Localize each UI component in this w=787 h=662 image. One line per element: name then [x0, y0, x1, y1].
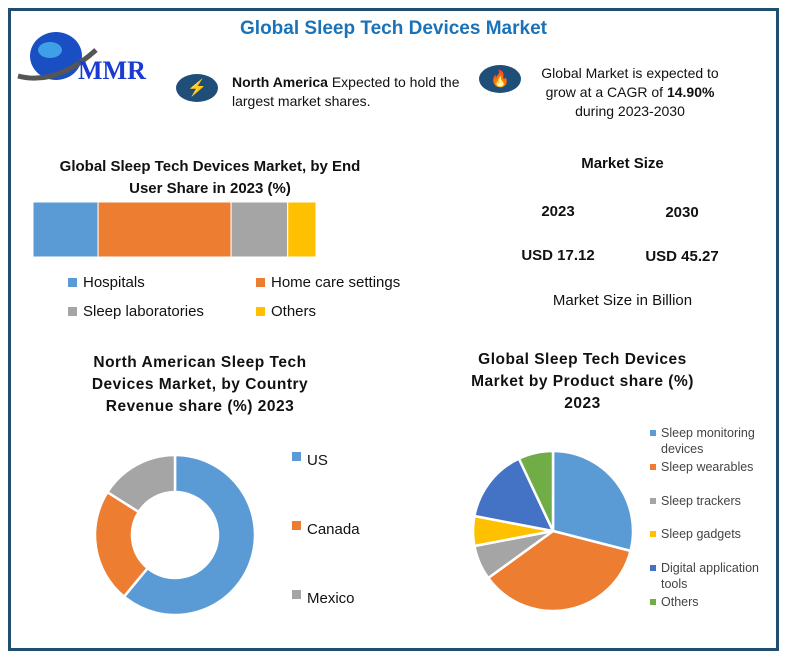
legend-label: Sleep wearables — [661, 460, 754, 474]
legend-swatch — [650, 498, 656, 504]
legend-item-us: US — [292, 452, 360, 521]
legend-label: Sleep gadgets — [661, 527, 741, 541]
bar-segment-sleep-laboratories — [230, 202, 289, 257]
legend-item-home-care-settings: Home care settings — [256, 274, 436, 291]
legend-item-hospitals: Hospitals — [68, 274, 256, 291]
slice-others — [517, 449, 555, 532]
legend-label: Sleep trackers — [661, 494, 741, 508]
legend-label: Others — [271, 303, 317, 320]
market-size-unit: Market Size in Billion — [552, 292, 693, 309]
legend-swatch — [650, 565, 656, 571]
country-legend: US Canada Mexico — [292, 452, 360, 659]
bar-segment-home-care-settings — [97, 202, 232, 257]
legend-swatch — [650, 464, 656, 470]
legend-swatch — [292, 452, 301, 461]
legend-label: Others — [661, 595, 699, 609]
legend-item-sleep-monitoring-devices: Sleep monitoring devices — [650, 425, 760, 459]
legend-item-sleep-gadgets: Sleep gadgets — [650, 526, 760, 560]
end-user-bar-chart — [33, 202, 317, 257]
legend-label: Sleep monitoring devices — [661, 426, 755, 456]
legend-label: Sleep laboratories — [83, 303, 204, 320]
market-size-title: Market Size — [581, 155, 664, 172]
slice-sleep-wearables — [486, 529, 633, 613]
slice-sleep-monitoring-devices — [551, 449, 635, 553]
frame — [8, 8, 779, 651]
legend-swatch — [256, 307, 265, 316]
legend-item-mexico: Mexico — [292, 590, 360, 659]
value-2030: USD 45.27 — [645, 248, 719, 265]
legend-item-digital-application-tools: Digital application tools — [650, 560, 760, 594]
legend-item-others: Others — [650, 594, 760, 612]
year-2023: 2023 — [541, 203, 575, 220]
legend-label: Home care settings — [271, 274, 401, 291]
country-donut-chart — [93, 453, 257, 617]
page-title: Global Sleep Tech Devices Market — [240, 18, 547, 39]
product-pie-chart — [471, 449, 635, 613]
legend-item-sleep-trackers: Sleep trackers — [650, 493, 760, 526]
highlight-cagr: Global Market is expected to grow at a C… — [541, 65, 719, 119]
flame-icon: 🔥 — [479, 65, 521, 93]
legend-swatch — [650, 531, 656, 537]
bar-segment-hospitals — [33, 202, 99, 257]
product-chart-title: Global Sleep Tech Devices Market by Prod… — [471, 351, 694, 412]
highlight-north-america: North America Expected to hold the large… — [232, 74, 460, 109]
legend-item-others: Others — [256, 303, 436, 320]
legend-swatch — [292, 521, 301, 530]
bar-segment-others — [287, 202, 317, 257]
lightning-icon: ⚡ — [176, 74, 218, 102]
slice-mexico — [105, 453, 177, 514]
legend-swatch — [650, 599, 656, 605]
product-legend: Sleep monitoring devices Sleep wearables S… — [650, 425, 760, 612]
legend-swatch — [68, 278, 77, 287]
legend-item-sleep-laboratories: Sleep laboratories — [68, 303, 256, 320]
end-user-chart-title: Global Sleep Tech Devices Market, by End… — [59, 158, 361, 197]
legend-item-sleep-wearables: Sleep wearables — [650, 459, 760, 493]
year-2030: 2030 — [665, 204, 699, 221]
legend-swatch — [256, 278, 265, 287]
slice-us — [122, 453, 257, 617]
legend-item-canada: Canada — [292, 521, 360, 590]
legend-label: Digital application tools — [661, 561, 759, 591]
legend-label: US — [307, 452, 328, 469]
logo: MMR — [16, 28, 161, 88]
legend-swatch — [292, 590, 301, 599]
slice-digital-application-tools — [472, 456, 556, 533]
legend-label: Canada — [307, 521, 360, 538]
legend-label: Mexico — [307, 590, 355, 607]
end-user-legend: Hospitals Home care settings Sleep laborat… — [68, 274, 428, 320]
legend-swatch — [650, 430, 656, 436]
legend-swatch — [68, 307, 77, 316]
value-2023: USD 17.12 — [521, 247, 595, 264]
country-chart-title: North American Sleep Tech Devices Market… — [91, 354, 309, 415]
legend-label: Hospitals — [83, 274, 145, 291]
